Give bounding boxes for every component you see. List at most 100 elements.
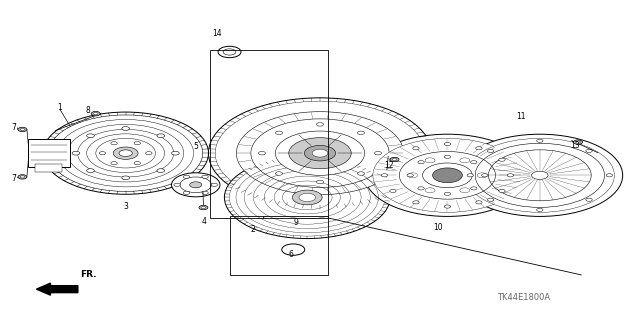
- Circle shape: [49, 115, 203, 191]
- Circle shape: [111, 161, 117, 165]
- Circle shape: [358, 131, 365, 135]
- Circle shape: [20, 176, 25, 178]
- Circle shape: [465, 138, 614, 212]
- Circle shape: [586, 149, 592, 152]
- Circle shape: [317, 180, 323, 184]
- Circle shape: [93, 113, 98, 115]
- Circle shape: [119, 150, 132, 156]
- Circle shape: [499, 189, 505, 192]
- Circle shape: [259, 152, 266, 155]
- Circle shape: [390, 158, 396, 161]
- Circle shape: [113, 147, 138, 160]
- Circle shape: [199, 205, 208, 210]
- Circle shape: [444, 143, 451, 146]
- Circle shape: [390, 157, 399, 162]
- Bar: [28, 139, 70, 167]
- Circle shape: [573, 140, 582, 144]
- Circle shape: [467, 174, 474, 177]
- Circle shape: [172, 151, 179, 155]
- Circle shape: [305, 145, 335, 161]
- Circle shape: [317, 123, 323, 126]
- Circle shape: [390, 189, 396, 192]
- Circle shape: [183, 191, 189, 194]
- Text: 13: 13: [570, 141, 580, 150]
- Circle shape: [392, 159, 397, 160]
- Circle shape: [312, 149, 328, 157]
- Circle shape: [433, 168, 462, 183]
- Circle shape: [20, 128, 25, 130]
- Circle shape: [180, 177, 211, 193]
- Text: 7: 7: [12, 174, 17, 183]
- Circle shape: [488, 149, 494, 152]
- Text: 10: 10: [433, 223, 443, 232]
- Circle shape: [122, 176, 129, 180]
- Circle shape: [413, 147, 419, 150]
- Circle shape: [289, 138, 351, 169]
- Circle shape: [174, 183, 180, 186]
- Circle shape: [251, 119, 389, 188]
- Circle shape: [470, 161, 477, 164]
- Circle shape: [508, 174, 513, 177]
- Circle shape: [606, 174, 612, 177]
- Circle shape: [365, 134, 531, 216]
- Circle shape: [146, 152, 152, 155]
- Circle shape: [183, 175, 189, 178]
- Circle shape: [499, 158, 505, 161]
- Circle shape: [358, 172, 365, 175]
- Circle shape: [92, 111, 100, 116]
- Text: 9: 9: [293, 218, 298, 227]
- Circle shape: [457, 134, 623, 216]
- Circle shape: [134, 161, 140, 165]
- Text: 14: 14: [212, 28, 221, 38]
- Circle shape: [374, 152, 381, 155]
- Circle shape: [122, 127, 129, 130]
- Circle shape: [236, 112, 404, 195]
- Circle shape: [157, 134, 164, 137]
- Text: 11: 11: [516, 112, 525, 121]
- Circle shape: [399, 152, 495, 199]
- Circle shape: [407, 174, 413, 177]
- Circle shape: [86, 169, 94, 173]
- Circle shape: [292, 190, 322, 205]
- Circle shape: [99, 152, 106, 155]
- Text: FR.: FR.: [81, 270, 97, 279]
- Circle shape: [444, 192, 451, 196]
- Circle shape: [418, 161, 424, 164]
- Circle shape: [18, 175, 27, 179]
- Circle shape: [157, 169, 164, 173]
- FancyArrow shape: [36, 283, 78, 295]
- Circle shape: [444, 205, 451, 208]
- Bar: [35, 164, 62, 172]
- Circle shape: [229, 159, 385, 236]
- Circle shape: [275, 172, 282, 175]
- Text: 3: 3: [124, 203, 128, 211]
- Text: 6: 6: [289, 250, 294, 259]
- Text: 7: 7: [12, 123, 17, 132]
- Text: 12: 12: [384, 161, 394, 170]
- Circle shape: [418, 187, 424, 190]
- Bar: [211, 50, 328, 218]
- Text: 8: 8: [85, 106, 90, 115]
- Text: TK44E1800A: TK44E1800A: [497, 293, 550, 302]
- Circle shape: [225, 156, 390, 239]
- Circle shape: [470, 187, 477, 190]
- Circle shape: [576, 141, 580, 143]
- Text: 2: 2: [251, 225, 255, 234]
- Circle shape: [444, 155, 451, 159]
- Circle shape: [202, 175, 208, 178]
- Circle shape: [223, 49, 236, 55]
- Circle shape: [381, 174, 388, 177]
- Circle shape: [275, 131, 282, 135]
- Circle shape: [189, 182, 202, 188]
- Circle shape: [215, 101, 425, 205]
- Circle shape: [537, 139, 543, 142]
- Circle shape: [201, 206, 205, 209]
- Circle shape: [299, 193, 316, 202]
- Circle shape: [43, 112, 209, 194]
- Bar: [230, 216, 328, 275]
- Circle shape: [476, 147, 482, 150]
- Circle shape: [86, 134, 94, 137]
- Circle shape: [134, 142, 140, 145]
- Circle shape: [481, 174, 488, 177]
- Circle shape: [202, 191, 208, 194]
